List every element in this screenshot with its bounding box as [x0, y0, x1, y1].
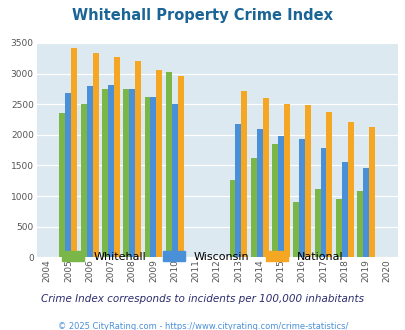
Bar — [314, 189, 320, 257]
Bar — [362, 168, 368, 257]
Bar — [150, 97, 156, 257]
Bar — [92, 53, 98, 257]
Bar — [341, 162, 347, 257]
Bar — [81, 104, 87, 257]
Bar — [335, 199, 341, 257]
Bar — [320, 148, 326, 257]
Bar — [271, 144, 277, 257]
Bar — [229, 180, 235, 257]
Bar — [87, 86, 92, 257]
Bar — [171, 104, 177, 257]
Text: © 2025 CityRating.com - https://www.cityrating.com/crime-statistics/: © 2025 CityRating.com - https://www.city… — [58, 322, 347, 330]
Bar — [123, 89, 129, 257]
Bar — [177, 76, 183, 257]
Bar — [144, 96, 150, 257]
Bar — [135, 61, 141, 257]
Bar — [250, 157, 256, 257]
Bar — [347, 122, 353, 257]
Bar — [65, 93, 71, 257]
Bar — [156, 70, 162, 257]
Bar — [241, 91, 247, 257]
Legend: Whitehall, Wisconsin, National: Whitehall, Wisconsin, National — [58, 247, 347, 267]
Bar — [292, 202, 298, 257]
Bar — [277, 136, 283, 257]
Bar — [256, 129, 262, 257]
Bar — [60, 114, 65, 257]
Bar — [262, 98, 268, 257]
Text: Crime Index corresponds to incidents per 100,000 inhabitants: Crime Index corresponds to incidents per… — [41, 294, 364, 304]
Bar — [114, 57, 119, 257]
Bar — [305, 105, 310, 257]
Bar — [283, 104, 289, 257]
Bar — [165, 72, 171, 257]
Bar — [298, 139, 305, 257]
Bar — [235, 124, 241, 257]
Bar — [71, 48, 77, 257]
Bar — [368, 127, 374, 257]
Bar — [356, 191, 362, 257]
Bar — [108, 84, 114, 257]
Bar — [102, 89, 108, 257]
Bar — [129, 89, 135, 257]
Text: Whitehall Property Crime Index: Whitehall Property Crime Index — [72, 8, 333, 23]
Bar — [326, 112, 332, 257]
